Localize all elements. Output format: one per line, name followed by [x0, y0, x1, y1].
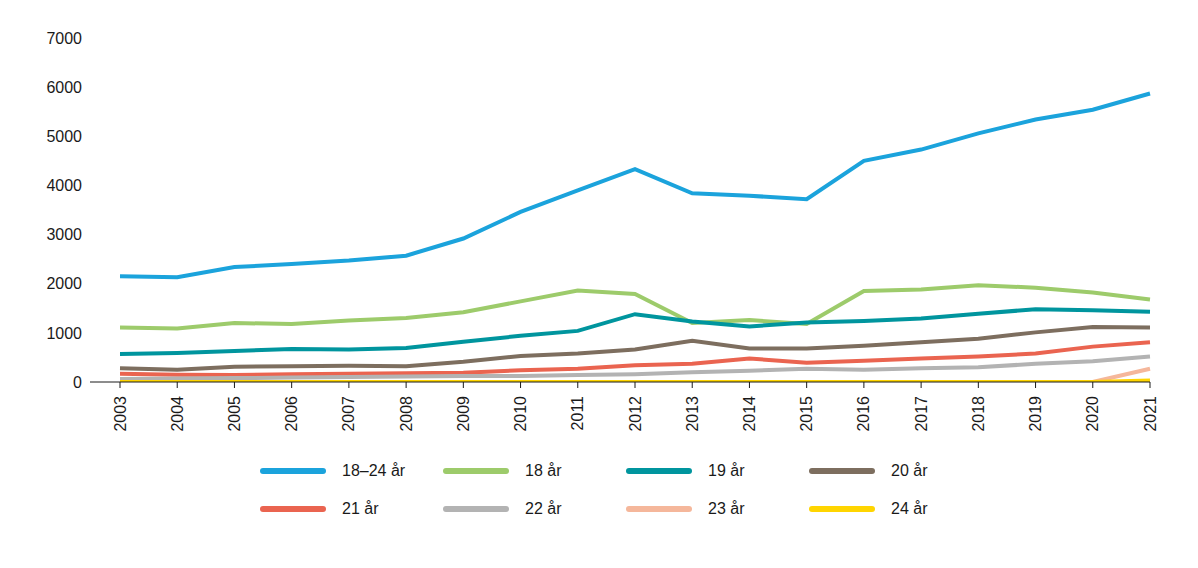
- html-text:23 år: 23 år: [708, 500, 745, 517]
- svg-text:5000: 5000: [46, 128, 82, 145]
- svg-text:2018: 2018: [970, 396, 987, 432]
- svg-text:2010: 2010: [512, 396, 529, 432]
- svg-text:2008: 2008: [398, 396, 415, 432]
- html-text:24 år: 24 år: [891, 500, 928, 517]
- svg-text:2005: 2005: [226, 396, 243, 432]
- svg-text:2016: 2016: [855, 396, 872, 432]
- svg-text:6000: 6000: [46, 79, 82, 96]
- svg-text:2007: 2007: [340, 396, 357, 432]
- svg-text:2015: 2015: [798, 396, 815, 432]
- svg-text:2000: 2000: [46, 275, 82, 292]
- svg-text:2012: 2012: [627, 396, 644, 432]
- html-text:18 år: 18 år: [525, 462, 562, 479]
- html-text:19 år: 19 år: [708, 462, 745, 479]
- svg-text:2009: 2009: [455, 396, 472, 432]
- html-text:22 år: 22 år: [525, 500, 562, 517]
- svg-text:2011: 2011: [569, 396, 586, 431]
- svg-text:2003: 2003: [112, 396, 129, 432]
- html-text:21 år: 21 år: [342, 500, 379, 517]
- html-text:18–24 år: 18–24 år: [342, 462, 406, 479]
- svg-text:7000: 7000: [46, 30, 82, 47]
- svg-text:2006: 2006: [283, 396, 300, 432]
- svg-text:3000: 3000: [46, 226, 82, 243]
- html-text:20 år: 20 år: [891, 462, 928, 479]
- svg-text:2013: 2013: [684, 396, 701, 432]
- svg-text:0: 0: [73, 374, 82, 391]
- svg-text:1000: 1000: [46, 325, 82, 342]
- svg-text:2021: 2021: [1142, 396, 1159, 432]
- svg-text:2014: 2014: [741, 396, 758, 432]
- svg-text:2020: 2020: [1084, 396, 1101, 432]
- svg-text:2019: 2019: [1027, 396, 1044, 432]
- svg-text:4000: 4000: [46, 177, 82, 194]
- svg-text:2017: 2017: [913, 396, 930, 432]
- svg-text:2004: 2004: [169, 396, 186, 432]
